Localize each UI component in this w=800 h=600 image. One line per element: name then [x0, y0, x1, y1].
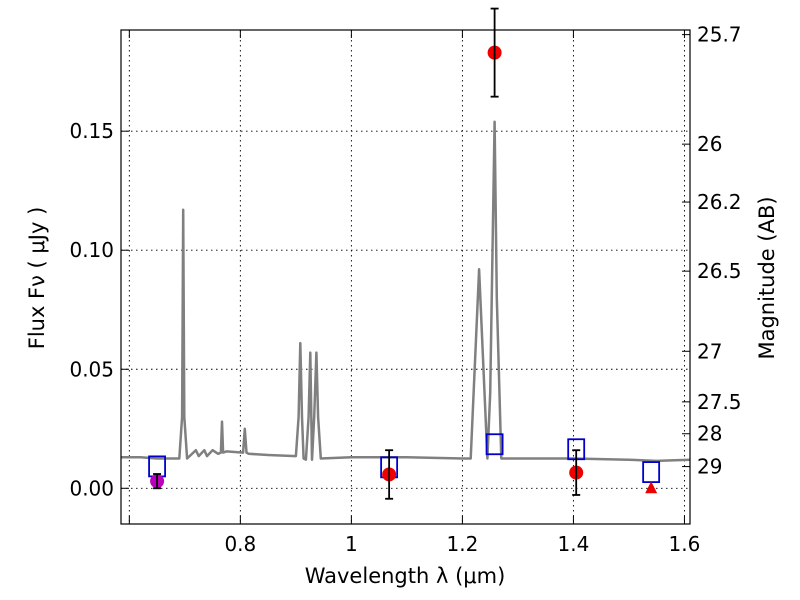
y-tick-label: 0.00	[69, 476, 114, 500]
model-spectrum-line	[121, 120, 691, 463]
upper-limit-triangle	[645, 481, 658, 494]
x-tick-label: 1.4	[558, 532, 590, 556]
axis-ticks	[121, 30, 690, 524]
mag-tick-label: 27	[697, 339, 722, 363]
plot-frame	[120, 29, 691, 525]
mag-tick-label: 26.2	[697, 190, 742, 214]
mag-tick-label: 26.5	[697, 259, 742, 283]
model-band-square	[485, 433, 504, 456]
model-spectrum-layer	[121, 120, 691, 463]
data-markers	[148, 7, 661, 500]
x-tick-label: 1.2	[446, 532, 478, 556]
x-tick-label: 0.8	[224, 532, 256, 556]
mag-tick-label: 26	[697, 132, 722, 156]
tick-labels: 0.8 1 1.2 1.4 1.6 0.00 0.05 0.10 0.15 25.7 26 26.2 2…	[69, 23, 741, 556]
y-axis-label: Flux Fν ( μJy )	[25, 207, 49, 350]
x-tick-label: 1.6	[669, 532, 701, 556]
mag-tick-label: 27.5	[697, 390, 742, 414]
mag-tick-label: 29	[697, 455, 722, 479]
x-axis-label: Wavelength λ (μm)	[305, 564, 506, 588]
x-tick-label: 1	[345, 532, 358, 556]
model-band-square	[642, 461, 661, 484]
y-axis-label-right: Magnitude (AB)	[755, 196, 779, 359]
mag-tick-label: 25.7	[697, 23, 742, 47]
mag-tick-label: 28	[697, 422, 722, 446]
y-tick-label: 0.15	[69, 119, 114, 143]
y-tick-label: 0.10	[69, 238, 114, 262]
y-tick-label: 0.05	[69, 357, 114, 381]
grid-lines	[121, 30, 690, 524]
